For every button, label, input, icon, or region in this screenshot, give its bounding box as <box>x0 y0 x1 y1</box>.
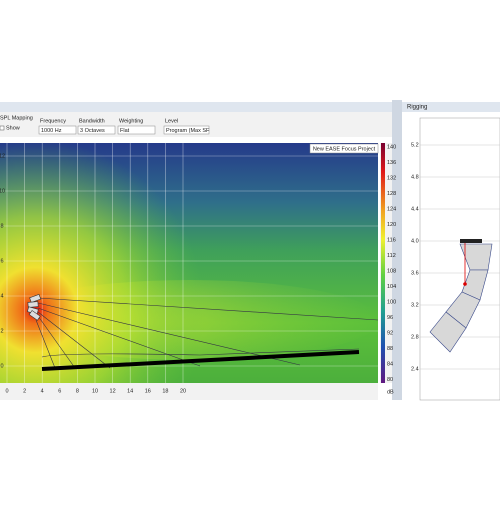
x-tick-label: 20 <box>180 388 186 394</box>
y-tick-label: 2 <box>0 328 3 334</box>
hotspot <box>0 143 378 383</box>
x-axis-bg <box>0 383 378 400</box>
dropdown[interactable] <box>38 125 77 135</box>
y-tick-label: 10 <box>0 188 5 194</box>
rigging-tick-label: 4.8 <box>411 174 419 180</box>
dropdown-value: 1000 Hz <box>41 128 62 134</box>
x-tick-label: 6 <box>58 388 61 394</box>
colorbar-label: 96 <box>387 315 393 321</box>
rigging-title: Rigging <box>407 105 427 111</box>
x-tick-label: 2 <box>23 388 26 394</box>
rays <box>35 297 379 369</box>
colorbar-label: 112 <box>387 253 396 259</box>
x-tick-label: 8 <box>76 388 79 394</box>
field-label: Level <box>165 118 178 124</box>
colorbar-label: 124 <box>387 206 396 212</box>
colorbar-label: 84 <box>387 361 393 367</box>
dropdown-value: Flat <box>120 128 130 134</box>
dropdown[interactable] <box>163 125 210 135</box>
project-name: New EASE Focus Project <box>313 146 376 152</box>
colorbar <box>381 143 385 383</box>
x-tick-label: 4 <box>41 388 44 394</box>
colorbar-label: 92 <box>387 330 393 336</box>
field-label: Weighting <box>119 118 143 124</box>
show-label: Show <box>6 125 20 131</box>
dropdown[interactable] <box>77 125 116 135</box>
project-box <box>309 143 379 154</box>
x-tick-label: 16 <box>145 388 151 394</box>
colorbar-unit: dB <box>387 389 394 395</box>
rigging-tick-label: 2.8 <box>411 334 419 340</box>
colorbar-label: 120 <box>387 222 396 228</box>
y-tick-label: 6 <box>0 258 3 264</box>
colorbar-label: 140 <box>387 144 396 150</box>
colorbar-label: 132 <box>387 175 396 181</box>
field-label: Bandwidth <box>79 118 105 124</box>
x-tick-label: 12 <box>110 388 116 394</box>
colorbar-label: 104 <box>387 284 396 290</box>
dropdown[interactable] <box>117 125 156 135</box>
dropdown-value: Program (Max SF <box>166 128 210 134</box>
colorbar-label: 80 <box>387 377 393 383</box>
y-tick-label: 12 <box>0 153 5 159</box>
colorbar-label: 116 <box>387 237 396 243</box>
toolbar-title: SPL Mapping <box>0 115 33 121</box>
dropdown-value: 3 Octaves <box>80 128 105 134</box>
line-array <box>27 294 42 321</box>
y-tick-label: 4 <box>0 293 3 299</box>
field-label: Frequency <box>40 118 66 124</box>
rigging-tick-label: 3.2 <box>411 302 419 308</box>
splitter <box>392 100 402 400</box>
x-tick-label: 14 <box>127 388 133 394</box>
rigging-array <box>429 243 493 353</box>
rigging-tick-label: 4.0 <box>411 238 419 244</box>
audience-plane <box>41 350 360 371</box>
colorbar-label: 100 <box>387 299 396 305</box>
y-tick-label: 8 <box>0 223 3 229</box>
x-tick-label: 0 <box>5 388 8 394</box>
rigging-title-bar <box>402 102 500 112</box>
x-tick-label: 10 <box>92 388 98 394</box>
x-tick-label: 18 <box>162 388 168 394</box>
rigging-tick-label: 2.4 <box>411 366 419 372</box>
title-bar <box>0 102 392 112</box>
rigging-tick-label: 4.4 <box>411 206 419 212</box>
show-checkbox[interactable] <box>0 125 5 131</box>
rigging-tick-label: 3.6 <box>411 270 419 276</box>
rigging-tick-label: 5.2 <box>411 142 419 148</box>
colorbar-label: 88 <box>387 346 393 352</box>
colorbar-label: 128 <box>387 191 396 197</box>
rigging-point[interactable] <box>463 282 467 286</box>
colorbar-label: 108 <box>387 268 396 274</box>
rigging-frame <box>460 239 482 243</box>
colorbar-label: 136 <box>387 160 396 166</box>
y-tick-label: 0 <box>0 363 3 369</box>
